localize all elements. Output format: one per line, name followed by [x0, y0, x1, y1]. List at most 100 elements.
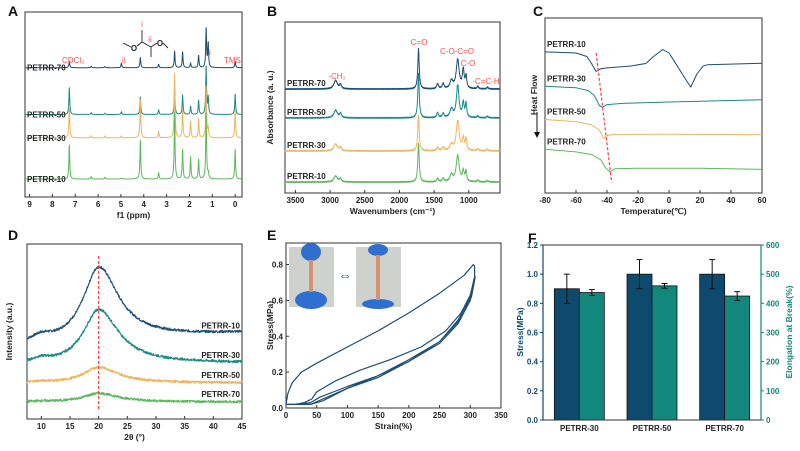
- y-tick-label: 0.2: [527, 387, 539, 396]
- plot-frame: [284, 21, 501, 194]
- plot-frame: [285, 242, 502, 409]
- x-tick-label: 3: [164, 200, 169, 209]
- y-axis-title: Heat Flow: [529, 75, 539, 116]
- y2-axis-title: Elongation at Break(%): [784, 285, 794, 378]
- y-tick-label: 1.2: [527, 241, 539, 250]
- x-tick-label: 0: [284, 411, 289, 420]
- x-tick-label: 25: [123, 422, 132, 431]
- x-tick-label: 3500: [287, 196, 305, 205]
- y-axis-title: Stress(MPa): [265, 301, 275, 350]
- panel-a-nmr: A 9 8 7 6 5 4 3 2 1 0 f1 (ppm) PETRR-70 PETRR-50 PETRR…: [8, 3, 243, 220]
- elongation-bar: [651, 285, 678, 421]
- series-label: PETRR-10: [201, 321, 240, 330]
- oxygen-atom: O: [157, 39, 163, 48]
- series-label: PETRR-30: [201, 351, 240, 360]
- ftir-spectrum-line: [284, 142, 501, 184]
- y2-tick-label: 100: [766, 387, 780, 396]
- series-label: PETRR-70: [287, 79, 326, 88]
- dsc-curve: [544, 148, 763, 173]
- panel-letter: C: [533, 3, 543, 19]
- peak-annotation: ii: [122, 56, 126, 65]
- peak-annotation: i: [209, 48, 211, 57]
- glove-top: [368, 244, 388, 256]
- bond-line: [136, 41, 143, 47]
- x-tick-label: 6: [96, 200, 101, 209]
- x-tick-label: 0: [667, 196, 672, 205]
- y-axis-title: Intensity (a.u.): [4, 303, 14, 361]
- y-tick-label: 0.4: [272, 332, 284, 341]
- panel-letter: D: [8, 227, 18, 243]
- x-tick-label: 1000: [460, 196, 478, 205]
- series-label: PETRR-50: [201, 371, 240, 380]
- dsc-curve: [544, 49, 763, 88]
- x-tick-label: 15: [66, 422, 75, 431]
- x-tick-label: 9: [27, 200, 32, 209]
- y2-tick-label: 0: [766, 416, 771, 425]
- sample-strip: [376, 255, 380, 300]
- x-tick-label: 60: [758, 196, 767, 205]
- y-tick-label: 0.2: [272, 368, 284, 377]
- series-label: PETRR-10: [547, 40, 586, 49]
- structure-label: i: [141, 20, 143, 29]
- y-axis-title: Absorbance (a. u.): [265, 70, 275, 144]
- panel-letter: E: [267, 227, 276, 243]
- y-tick-label: 1.0: [527, 270, 539, 279]
- nmr-spectrum-line: [24, 112, 243, 180]
- xrd-pattern-line: [26, 365, 243, 385]
- stress-strain-loop: [310, 278, 475, 405]
- peak-annotation: -CH₂: [328, 72, 345, 81]
- nmr-spectrum-line: [24, 27, 243, 69]
- x-tick-label: 1500: [425, 196, 443, 205]
- panel-letter: A: [8, 3, 18, 19]
- x-tick-label: 350: [494, 411, 508, 420]
- x-tick-label: 45: [238, 422, 247, 431]
- x-tick-label: PETRR-70: [705, 424, 744, 433]
- x-tick-label: 100: [341, 411, 355, 420]
- x-tick-label: 40: [727, 196, 736, 205]
- ftir-spectrum-line: [284, 47, 501, 90]
- series-label: PETRR-10: [287, 172, 326, 181]
- down-arrow-head-icon: [534, 132, 540, 138]
- dsc-curve: [544, 119, 763, 139]
- series-label: PETRR-30: [547, 74, 586, 83]
- y2-tick-label: 600: [766, 241, 780, 250]
- series-label: PETRR-70: [27, 64, 66, 73]
- tg-guide-line: [595, 52, 613, 183]
- elongation-bar: [578, 292, 605, 421]
- stress-bar: [626, 273, 653, 421]
- series-label: PETRR-50: [547, 108, 586, 117]
- peak-annotation: C=O: [411, 38, 428, 47]
- x-tick-label: 40: [209, 422, 218, 431]
- x-tick-label: 30: [152, 422, 161, 431]
- x-tick-label: 0: [233, 200, 238, 209]
- peak-annotation: -C=C-H: [472, 77, 500, 86]
- x-axis-title: Temperature(℃): [620, 206, 686, 216]
- x-tick-label: -20: [632, 196, 644, 205]
- x-axis-title: Wavenumbers (cm⁻¹): [350, 206, 436, 216]
- oxygen-atom: O: [131, 44, 137, 53]
- x-tick-label: -80: [539, 196, 551, 205]
- glove-top: [301, 243, 321, 261]
- stress-bar: [553, 288, 580, 421]
- x-tick-label: -60: [570, 196, 582, 205]
- x-tick-label: 4: [142, 200, 147, 209]
- series-label: PETRR-30: [287, 141, 326, 150]
- y-tick-label: 0.6: [527, 329, 539, 338]
- x-tick-label: PETRR-50: [633, 424, 672, 433]
- y-tick-label: 0.6: [272, 296, 284, 305]
- y-tick-label: 0.4: [527, 358, 539, 367]
- x-tick-label: 8: [50, 200, 55, 209]
- plot-frame: [24, 11, 243, 198]
- sample-strip: [309, 260, 313, 292]
- inset-photo: [289, 243, 334, 309]
- nmr-spectrum-line: [24, 72, 243, 139]
- y2-tick-label: 400: [766, 299, 780, 308]
- bond-line: [141, 41, 152, 48]
- series-label: PETRR-50: [27, 110, 66, 119]
- y2-tick-label: 500: [766, 270, 780, 279]
- series-label: PETRR-50: [287, 108, 326, 117]
- bond-line: [162, 42, 169, 49]
- dsc-curve: [544, 85, 763, 108]
- panel-letter: F: [528, 230, 537, 246]
- panel-e-cyclic-tensile: E 0 50 100 150 200 250 300 350 Strain(%) Stress(MP…: [265, 227, 508, 431]
